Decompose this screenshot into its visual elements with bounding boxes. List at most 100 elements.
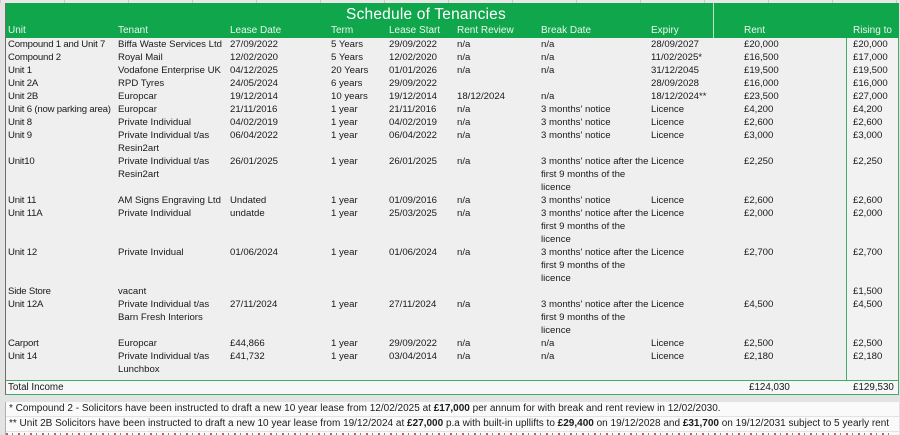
cell-rent[interactable]: £4,500 (744, 299, 774, 310)
cell-break-date[interactable]: 3 months' notice (541, 195, 611, 206)
cell-lease-date[interactable]: £44,866 (230, 338, 265, 349)
cell-lease-date[interactable]: 19/12/2014 (230, 91, 279, 102)
cell-rent-review[interactable]: n/a (457, 52, 471, 63)
empty-cell[interactable] (742, 376, 846, 380)
cell-lease-date[interactable] (228, 285, 329, 298)
cell-tenant[interactable]: Private Individual (118, 208, 192, 219)
cell-expiry[interactable]: Licence (651, 338, 685, 349)
cell-rising-to[interactable]: £20,000 (846, 38, 899, 51)
cell-lease-date[interactable]: £41,732 (230, 351, 265, 362)
cell-lease-start[interactable]: 29/09/2022 (389, 78, 438, 89)
cell-rent-review[interactable]: n/a (457, 299, 471, 310)
cell-unit[interactable]: Compound 1 and Unit 7 (8, 39, 106, 50)
cell-rent-review[interactable]: 18/12/2024 (457, 91, 506, 102)
cell-rent-review[interactable]: n/a (457, 65, 471, 76)
cell-lease-date[interactable]: 04/02/2019 (230, 117, 279, 128)
cell-unit[interactable]: Unit10 (8, 156, 35, 167)
cell-tenant[interactable]: Europcar (118, 104, 157, 115)
cell-unit[interactable]: Unit 11A (8, 208, 43, 219)
cell-rent[interactable]: £2,700 (744, 247, 774, 258)
cell-break-date[interactable]: 3 months' notice after the first 9 month… (541, 208, 649, 245)
cell-rent-review[interactable]: n/a (457, 156, 471, 167)
cell-term[interactable]: 1 year (331, 130, 358, 141)
cell-unit[interactable]: Unit 6 (now parking area) (8, 104, 111, 115)
cell-tenant[interactable]: Private Individual t/as Resin2art (118, 156, 210, 180)
cell-unit[interactable]: Unit 2A (8, 78, 39, 89)
cell-expiry[interactable]: Licence (651, 351, 685, 362)
cell-break-date[interactable]: n/a (541, 52, 555, 63)
cell-expiry[interactable]: Licence (651, 130, 685, 141)
cell-break-date[interactable]: n/a (541, 338, 555, 349)
cell-term[interactable]: 1 year (331, 338, 358, 349)
cell-tenant[interactable]: vacant (118, 286, 147, 297)
cell-expiry[interactable]: Licence (651, 117, 685, 128)
cell-expiry[interactable]: Licence (651, 208, 685, 219)
cell-break-date[interactable] (539, 285, 649, 298)
empty-cell[interactable] (329, 376, 387, 380)
cell-break-date[interactable]: 3 months' notice (541, 130, 611, 141)
cell-rising-to[interactable]: £17,000 (846, 51, 899, 64)
cell-rent-review[interactable]: n/a (457, 351, 471, 362)
cell-rent[interactable]: £16,500 (744, 52, 779, 63)
cell-lease-date[interactable]: 27/11/2024 (230, 299, 278, 310)
cell-lease-start[interactable]: 04/02/2019 (389, 117, 438, 128)
cell-expiry[interactable]: 31/12/2045 (651, 65, 700, 76)
cell-rising-to[interactable]: £2,000 (846, 207, 899, 246)
cell-lease-start[interactable]: 25/03/2025 (389, 208, 438, 219)
cell-rent-review[interactable]: n/a (457, 130, 471, 141)
cell-rent-review[interactable]: n/a (457, 338, 471, 349)
cell-expiry[interactable]: 28/09/2028 (651, 78, 700, 89)
cell-rent-review[interactable]: n/a (457, 195, 471, 206)
cell-tenant[interactable]: Biffa Waste Services Ltd (118, 39, 222, 50)
cell-unit[interactable]: Unit 11 (8, 195, 37, 206)
cell-tenant[interactable]: Private Individual t/as Resin2art (118, 130, 210, 154)
cell-rising-to[interactable]: £16,000 (846, 77, 899, 90)
cell-term[interactable]: 1 year (331, 247, 358, 258)
cell-lease-start[interactable]: 21/11/2016 (389, 104, 437, 115)
cell-rising-to[interactable]: £2,600 (846, 194, 899, 207)
cell-lease-start[interactable]: 01/01/2026 (389, 65, 438, 76)
cell-term[interactable]: 1 year (331, 208, 358, 219)
cell-unit[interactable]: Unit 12 (8, 247, 37, 258)
cell-expiry[interactable]: Licence (651, 195, 685, 206)
cell-term[interactable]: 1 year (331, 195, 358, 206)
cell-lease-start[interactable]: 01/09/2016 (389, 195, 438, 206)
cell-term[interactable]: 10 years (331, 91, 368, 102)
cell-expiry[interactable]: 11/02/2025* (651, 52, 703, 63)
cell-rent-review[interactable]: n/a (457, 247, 471, 258)
cell-rent[interactable]: £3,000 (744, 130, 774, 141)
cell-term[interactable]: 1 year (331, 156, 358, 167)
cell-lease-start[interactable]: 03/04/2014 (389, 351, 438, 362)
cell-lease-date[interactable]: 21/11/2016 (230, 104, 278, 115)
cell-lease-start[interactable] (387, 285, 455, 298)
empty-cell[interactable] (228, 376, 329, 380)
empty-cell[interactable] (539, 376, 649, 380)
cell-rising-to[interactable]: £27,000 (846, 90, 899, 103)
cell-unit[interactable]: Unit 12A (8, 299, 44, 310)
cell-tenant[interactable]: Europcar (118, 338, 157, 349)
cell-rent-review[interactable]: n/a (457, 117, 471, 128)
cell-unit[interactable]: Unit 14 (8, 351, 37, 362)
cell-break-date[interactable]: 3 months' notice after the first 9 month… (541, 299, 649, 336)
cell-expiry[interactable]: 18/12/2024** (651, 91, 707, 102)
empty-cell[interactable] (116, 376, 228, 380)
cell-unit[interactable]: Compound 2 (8, 52, 61, 63)
cell-rising-to[interactable]: £4,200 (846, 103, 899, 116)
cell-term[interactable]: 6 years (331, 78, 363, 89)
cell-expiry[interactable] (649, 285, 742, 298)
empty-cell[interactable] (455, 376, 539, 380)
cell-break-date[interactable]: 3 months' notice (541, 117, 611, 128)
cell-term[interactable]: 20 Years (331, 65, 369, 76)
cell-lease-date[interactable]: 26/01/2025 (230, 156, 279, 167)
cell-lease-start[interactable]: 12/02/2020 (389, 52, 438, 63)
cell-rent-review[interactable] (455, 77, 539, 90)
cell-unit[interactable]: Side Store (8, 286, 51, 297)
cell-rent[interactable]: £20,000 (744, 39, 779, 50)
cell-rent-review[interactable] (455, 285, 539, 298)
cell-rent[interactable]: £2,600 (744, 117, 774, 128)
empty-cell[interactable] (846, 376, 899, 380)
cell-lease-start[interactable]: 19/12/2014 (389, 91, 438, 102)
empty-cell[interactable] (387, 376, 455, 380)
cell-term[interactable]: 5 Years (331, 52, 364, 63)
cell-lease-start[interactable]: 27/11/2024 (389, 299, 437, 310)
